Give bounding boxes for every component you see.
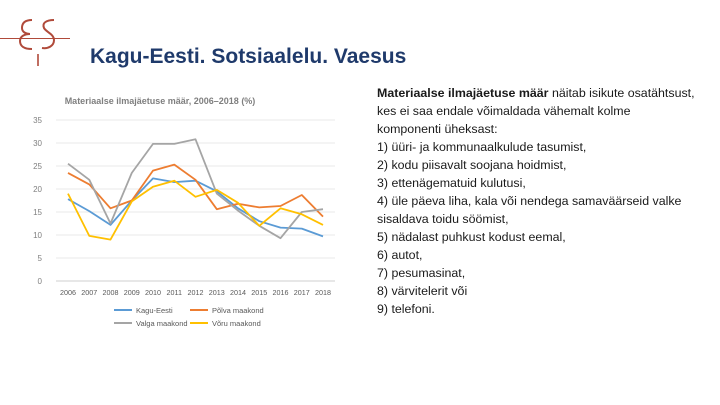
x-tick-label: 2015 [251, 288, 267, 297]
x-tick-label: 2014 [230, 288, 246, 297]
description-text: näitab isikute osatähtsust, kes ei saa e… [377, 86, 695, 136]
x-tick-label: 2010 [145, 288, 161, 297]
series-line [67, 163, 324, 218]
eesti-logo [18, 19, 56, 66]
component-item: 1) üüri- ja kommunaalkulude tasumist, [377, 140, 587, 154]
component-item: 3) ettenägematuid kulutusi, [377, 176, 526, 190]
header-rule [0, 38, 70, 39]
page-title: Kagu-Eesti. Sotsiaalelu. Vaesus [90, 45, 407, 68]
x-tick-label: 2006 [60, 288, 76, 297]
series-line [67, 177, 324, 238]
logo-glyph-s [41, 19, 56, 50]
legend-label: Kagu-Eesti [136, 306, 173, 315]
y-tick-label: 0 [38, 277, 43, 286]
x-tick-label: 2018 [315, 288, 331, 297]
x-tick-label: 2008 [103, 288, 119, 297]
component-item: 4) üle päeva liha, kala või nendega sama… [377, 194, 682, 226]
y-tick-label: 35 [33, 116, 42, 125]
description-lead: Materiaalse ilmajäetuse määr näitab isik… [377, 84, 697, 138]
x-tick-label: 2011 [167, 288, 182, 297]
y-tick-label: 20 [33, 185, 42, 194]
x-tick-label: 2017 [294, 288, 310, 297]
legend-label: Põlva maakond [212, 306, 264, 315]
x-tick-label: 2007 [81, 288, 97, 297]
description-term: Materiaalse ilmajäetuse määr [377, 86, 549, 100]
y-tick-label: 10 [33, 231, 42, 240]
y-tick-label: 15 [33, 208, 42, 217]
y-tick-label: 25 [33, 162, 42, 171]
component-item: 5) nädalast puhkust kodust eemal, [377, 230, 566, 244]
component-item: 7) pesumasinat, [377, 266, 466, 280]
legend-label: Võru maakond [212, 319, 261, 328]
y-tick-label: 5 [38, 254, 43, 263]
component-item: 8) värvitelerit või [377, 284, 468, 298]
component-item: 6) autot, [377, 248, 423, 262]
series-line [67, 179, 324, 241]
component-list: 1) üüri- ja kommunaalkulude tasumist, 2)… [377, 138, 697, 318]
x-tick-label: 2016 [273, 288, 289, 297]
x-tick-label: 2012 [188, 288, 204, 297]
component-item: 2) kodu piisavalt soojana hoidmist, [377, 158, 567, 172]
x-tick-label: 2009 [124, 288, 140, 297]
deprivation-line-chart: Materiaalse ilmajäetuse määr, 2006–2018 … [33, 96, 335, 328]
chart-title: Materiaalse ilmajäetuse määr, 2006–2018 … [65, 96, 256, 106]
description-panel: Materiaalse ilmajäetuse määr näitab isik… [377, 84, 697, 318]
series-line [67, 138, 324, 240]
component-item: 9) telefoni. [377, 302, 435, 316]
y-tick-label: 30 [33, 139, 42, 148]
logo-glyph-e [18, 19, 33, 50]
x-tick-label: 2013 [209, 288, 225, 297]
legend-label: Valga maakond [136, 319, 188, 328]
